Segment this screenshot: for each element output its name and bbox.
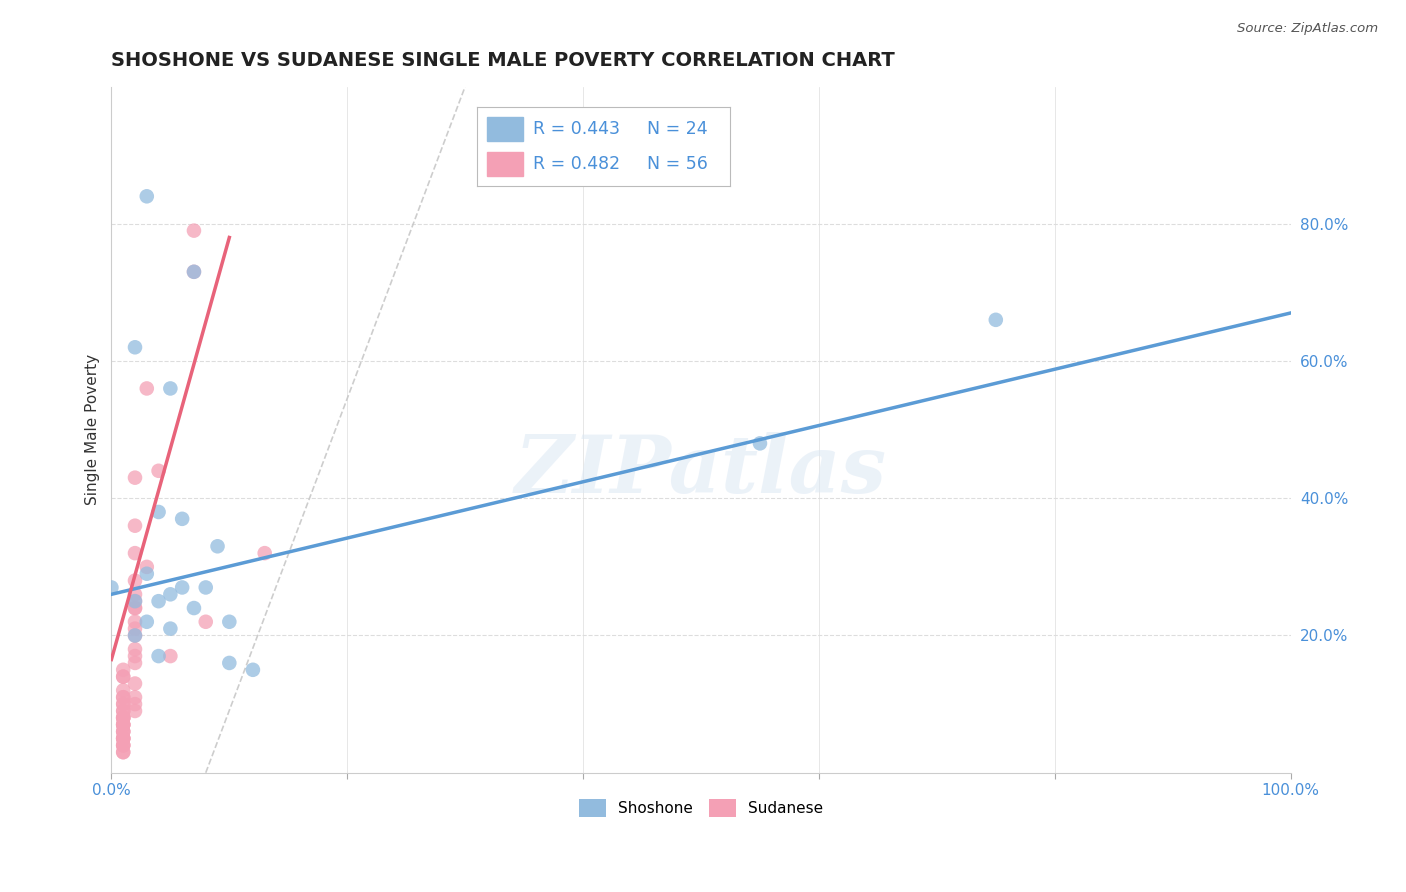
Point xyxy=(124,594,146,608)
Point xyxy=(112,690,135,705)
Point xyxy=(253,546,276,560)
Point xyxy=(218,615,240,629)
Y-axis label: Single Male Poverty: Single Male Poverty xyxy=(86,354,100,505)
Point xyxy=(124,594,146,608)
Point xyxy=(183,265,205,279)
Point xyxy=(135,381,157,395)
Point xyxy=(112,711,135,725)
Point xyxy=(172,512,194,526)
Point xyxy=(159,649,181,664)
Point xyxy=(124,697,146,711)
Point xyxy=(135,189,157,203)
Text: Source: ZipAtlas.com: Source: ZipAtlas.com xyxy=(1237,22,1378,36)
Text: ZIPatlas: ZIPatlas xyxy=(515,432,887,509)
Point xyxy=(124,470,146,484)
Point xyxy=(124,676,146,690)
Text: SHOSHONE VS SUDANESE SINGLE MALE POVERTY CORRELATION CHART: SHOSHONE VS SUDANESE SINGLE MALE POVERTY… xyxy=(111,51,896,70)
Point xyxy=(124,601,146,615)
Point xyxy=(112,739,135,753)
Point xyxy=(124,615,146,629)
Point xyxy=(112,724,135,739)
Point xyxy=(112,697,135,711)
Point xyxy=(112,683,135,698)
Point xyxy=(112,704,135,718)
Point xyxy=(112,704,135,718)
Point xyxy=(112,739,135,753)
Point xyxy=(112,717,135,731)
Point xyxy=(112,731,135,746)
Point xyxy=(124,622,146,636)
Point xyxy=(112,711,135,725)
Point xyxy=(159,587,181,601)
Point xyxy=(112,711,135,725)
Point xyxy=(124,587,146,601)
Point xyxy=(218,656,240,670)
Point xyxy=(112,731,135,746)
Point xyxy=(159,622,181,636)
Point xyxy=(135,615,157,629)
Point xyxy=(112,724,135,739)
Point xyxy=(172,581,194,595)
Point xyxy=(124,601,146,615)
Point xyxy=(112,731,135,746)
Point xyxy=(148,464,170,478)
Point xyxy=(159,381,181,395)
Point xyxy=(112,724,135,739)
Point xyxy=(112,690,135,705)
Legend: Shoshone, Sudanese: Shoshone, Sudanese xyxy=(572,793,830,823)
Point xyxy=(148,505,170,519)
Point xyxy=(100,581,122,595)
Point xyxy=(124,649,146,664)
Point xyxy=(749,436,772,450)
Point xyxy=(112,670,135,684)
Point xyxy=(194,615,217,629)
Point xyxy=(183,224,205,238)
Point xyxy=(112,663,135,677)
Point xyxy=(124,628,146,642)
Point xyxy=(135,566,157,581)
Point xyxy=(112,697,135,711)
Point xyxy=(124,704,146,718)
Point xyxy=(242,663,264,677)
Point xyxy=(112,670,135,684)
Point xyxy=(124,518,146,533)
Point xyxy=(148,649,170,664)
Point xyxy=(112,711,135,725)
Point xyxy=(112,745,135,759)
Point xyxy=(984,313,1007,327)
Point xyxy=(124,690,146,705)
Point xyxy=(124,574,146,588)
Point xyxy=(124,628,146,642)
Point xyxy=(112,731,135,746)
Point xyxy=(135,560,157,574)
Point xyxy=(112,717,135,731)
Point xyxy=(124,546,146,560)
Point xyxy=(112,717,135,731)
Point xyxy=(124,642,146,657)
Point xyxy=(207,539,229,553)
Point xyxy=(183,601,205,615)
Point xyxy=(112,717,135,731)
Point xyxy=(183,265,205,279)
Point xyxy=(194,581,217,595)
Point xyxy=(112,745,135,759)
Point xyxy=(148,594,170,608)
Point xyxy=(124,340,146,354)
Point xyxy=(124,656,146,670)
Point xyxy=(112,739,135,753)
